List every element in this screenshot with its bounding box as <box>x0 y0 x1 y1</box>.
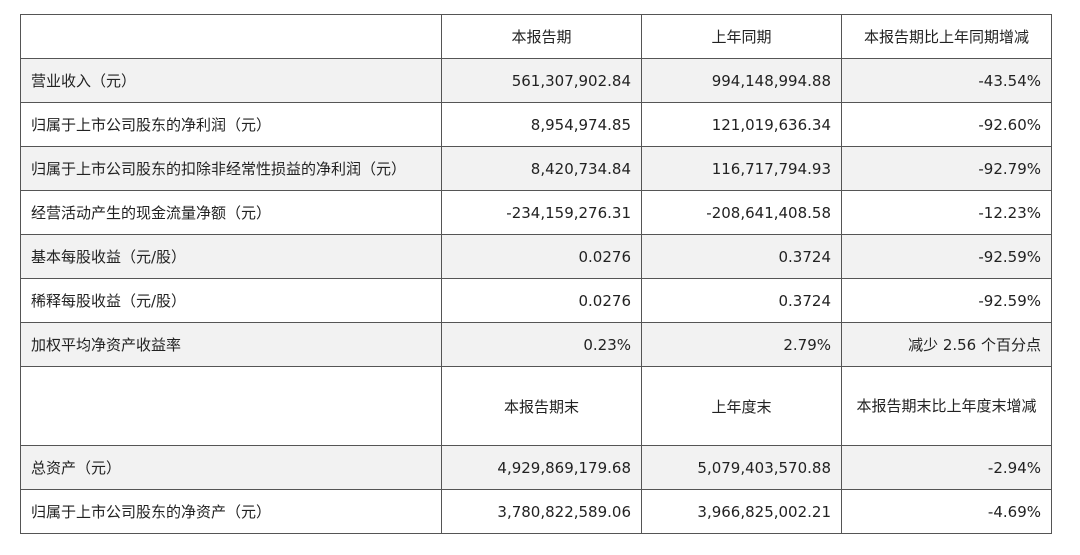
row-change-value: -92.59% <box>841 234 1052 279</box>
row-previous-value: 3,966,825,002.21 <box>641 489 842 534</box>
row-previous-value: 121,019,636.34 <box>641 102 842 147</box>
header-empty-cell <box>20 14 442 59</box>
row-previous-value: 994,148,994.88 <box>641 58 842 103</box>
row-previous-value: 2.79% <box>641 322 842 367</box>
table-row: 营业收入（元） 561,307,902.84 994,148,994.88 -4… <box>20 58 1052 103</box>
row-label: 归属于上市公司股东的净利润（元） <box>20 102 442 147</box>
header-last-year-end: 上年度末 <box>641 366 842 446</box>
row-current-value: 0.0276 <box>441 278 642 323</box>
row-change-value: -12.23% <box>841 190 1052 235</box>
table-row: 基本每股收益（元/股） 0.0276 0.3724 -92.59% <box>20 234 1052 279</box>
table-row: 归属于上市公司股东的净利润（元） 8,954,974.85 121,019,63… <box>20 102 1052 147</box>
row-current-value: 4,929,869,179.68 <box>441 445 642 490</box>
row-current-value: 8,420,734.84 <box>441 146 642 191</box>
table-row: 稀释每股收益（元/股） 0.0276 0.3724 -92.59% <box>20 278 1052 323</box>
row-current-value: 561,307,902.84 <box>441 58 642 103</box>
row-label: 基本每股收益（元/股） <box>20 234 442 279</box>
row-current-value: -234,159,276.31 <box>441 190 642 235</box>
row-label: 稀释每股收益（元/股） <box>20 278 442 323</box>
row-label: 加权平均净资产收益率 <box>20 322 442 367</box>
row-previous-value: 5,079,403,570.88 <box>641 445 842 490</box>
header-period-end: 本报告期末 <box>441 366 642 446</box>
row-change-value: -4.69% <box>841 489 1052 534</box>
row-label: 经营活动产生的现金流量净额（元） <box>20 190 442 235</box>
row-change-value: -92.60% <box>841 102 1052 147</box>
row-label: 总资产（元） <box>20 445 442 490</box>
table-row: 归属于上市公司股东的扣除非经常性损益的净利润（元） 8,420,734.84 1… <box>20 146 1052 191</box>
table-row: 总资产（元） 4,929,869,179.68 5,079,403,570.88… <box>20 445 1052 490</box>
row-change-value: 减少 2.56 个百分点 <box>841 322 1052 367</box>
row-current-value: 8,954,974.85 <box>441 102 642 147</box>
row-current-value: 3,780,822,589.06 <box>441 489 642 534</box>
row-previous-value: 0.3724 <box>641 278 842 323</box>
header-last-year-same: 上年同期 <box>641 14 842 59</box>
row-previous-value: -208,641,408.58 <box>641 190 842 235</box>
row-change-value: -2.94% <box>841 445 1052 490</box>
row-current-value: 0.0276 <box>441 234 642 279</box>
financial-table: 本报告期 上年同期 本报告期比上年同期增减 营业收入（元） 561,307,90… <box>20 14 1052 534</box>
row-label: 归属于上市公司股东的净资产（元） <box>20 489 442 534</box>
row-label: 归属于上市公司股东的扣除非经常性损益的净利润（元） <box>20 146 442 191</box>
row-change-value: -92.59% <box>841 278 1052 323</box>
table-row: 加权平均净资产收益率 0.23% 2.79% 减少 2.56 个百分点 <box>20 322 1052 367</box>
row-current-value: 0.23% <box>441 322 642 367</box>
header-change-pct-2: 本报告期末比上年度末增减 <box>841 366 1052 446</box>
row-change-value: -92.79% <box>841 146 1052 191</box>
table-row: 归属于上市公司股东的净资产（元） 3,780,822,589.06 3,966,… <box>20 489 1052 534</box>
header-row: 本报告期 上年同期 本报告期比上年同期增减 <box>20 14 1052 59</box>
row-change-value: -43.54% <box>841 58 1052 103</box>
header-current-period: 本报告期 <box>441 14 642 59</box>
row-previous-value: 0.3724 <box>641 234 842 279</box>
financial-summary: 本报告期 上年同期 本报告期比上年同期增减 营业收入（元） 561,307,90… <box>20 14 1052 534</box>
row-label: 营业收入（元） <box>20 58 442 103</box>
table-row: 经营活动产生的现金流量净额（元） -234,159,276.31 -208,64… <box>20 190 1052 235</box>
header-empty-cell <box>20 366 442 446</box>
header-row-2: 本报告期末 上年度末 本报告期末比上年度末增减 <box>20 366 1052 446</box>
header-change-pct: 本报告期比上年同期增减 <box>841 14 1052 59</box>
row-previous-value: 116,717,794.93 <box>641 146 842 191</box>
